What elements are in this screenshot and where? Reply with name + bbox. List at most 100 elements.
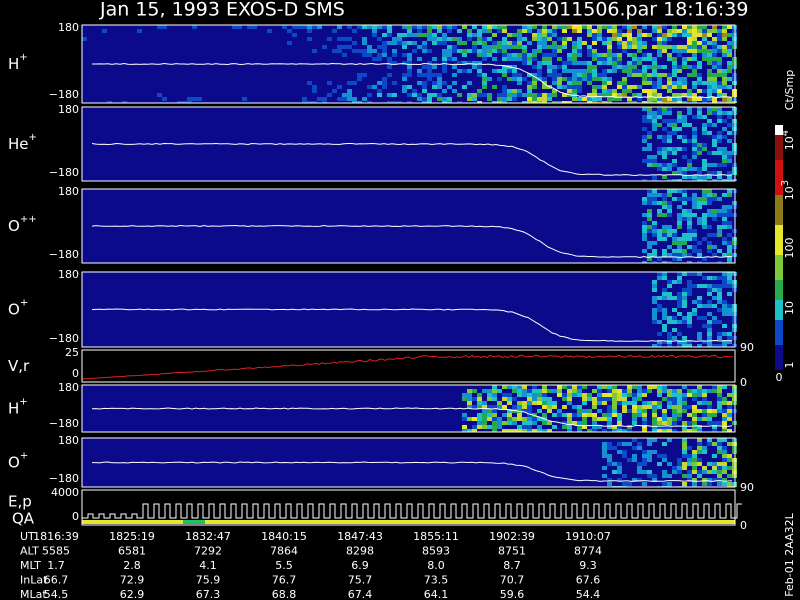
spectrogram-cell <box>657 37 662 41</box>
spectrogram-cell <box>647 93 652 97</box>
spectrogram-cell <box>612 425 617 429</box>
spectrogram-cell <box>617 41 622 45</box>
spectrogram-cell <box>477 425 482 429</box>
spectrogram-cell <box>602 450 607 454</box>
spectrogram-cell <box>717 482 722 486</box>
spectrogram-cell <box>182 101 187 103</box>
spectrogram-cell <box>667 123 672 127</box>
row-label: ALT <box>20 545 39 558</box>
spectrogram-cell <box>672 308 677 312</box>
spectrogram-cell <box>502 385 507 389</box>
spectrogram-cell <box>572 45 577 49</box>
spectrogram-cell <box>527 93 532 97</box>
spectrogram-cell <box>687 217 692 221</box>
spectrogram-cell <box>537 93 542 97</box>
spectrogram-cell <box>527 421 532 425</box>
spectrogram-cell <box>432 41 437 45</box>
spectrogram-cell <box>417 97 422 101</box>
spectrogram-cell <box>397 37 402 41</box>
spectrogram-cell <box>627 65 632 69</box>
row-value: 73.5 <box>424 574 449 587</box>
spectrogram-cell <box>567 57 572 61</box>
spectrogram-cell <box>657 163 662 167</box>
spectrogram-cell <box>437 93 442 97</box>
spectrogram-cell <box>547 61 552 65</box>
spectrogram-cell <box>677 280 682 284</box>
qa-bar <box>82 520 735 524</box>
spectrogram-cell <box>717 389 722 393</box>
spectrogram-cell <box>387 33 392 37</box>
spectrogram-cell <box>727 97 732 101</box>
spectrogram-cell <box>532 57 537 61</box>
spectrogram-cell <box>472 61 477 65</box>
spectrogram-cell <box>717 131 722 135</box>
spectrogram-cell <box>672 336 677 340</box>
spectrogram-cell <box>462 61 467 65</box>
spectrogram-cell <box>617 421 622 425</box>
spectrogram-cell <box>542 93 547 97</box>
spectrogram-cell <box>642 425 647 429</box>
spectrogram-cell <box>472 25 477 29</box>
spectrogram-cell <box>632 101 637 103</box>
spectrogram-cell <box>707 29 712 33</box>
spectrogram-cell <box>687 49 692 53</box>
spectrogram-cell <box>407 65 412 69</box>
spectrogram-cell <box>407 53 412 57</box>
spectrogram-cell <box>692 41 697 45</box>
spectrogram-cell <box>687 101 692 103</box>
panel-label: E,p <box>8 492 32 510</box>
spectrogram-cell <box>607 482 612 486</box>
spectrogram-cell <box>672 147 677 151</box>
spectrogram-cell <box>672 389 677 393</box>
spectrogram-cell <box>442 25 447 29</box>
spectrogram-cell <box>702 131 707 135</box>
spectrogram-cell <box>462 425 467 429</box>
spectrogram-cell <box>687 29 692 33</box>
spectrogram-cell <box>682 201 687 205</box>
spectrogram-cell <box>617 462 622 466</box>
spectrogram-cell <box>657 401 662 405</box>
spectrogram-cell <box>447 45 452 49</box>
spectrogram-cell <box>677 147 682 151</box>
spectrogram-cell <box>697 25 702 29</box>
spectrogram-cell <box>602 413 607 417</box>
spectrogram-cell <box>702 389 707 393</box>
spectrogram-cell <box>592 57 597 61</box>
spectrogram-cell <box>472 405 477 409</box>
spectrogram-cell <box>377 45 382 49</box>
spectrogram-cell <box>517 393 522 397</box>
spectrogram-cell <box>692 53 697 57</box>
spectrogram-cell <box>177 101 182 103</box>
spectrogram-cell <box>522 429 527 432</box>
spectrogram-cell <box>687 324 692 328</box>
spectrogram-cell <box>452 49 457 53</box>
spectrogram-cell <box>652 280 657 284</box>
spectrogram-cell <box>717 308 722 312</box>
spectrogram-cell <box>532 85 537 89</box>
spectrogram-cell <box>607 93 612 97</box>
spectrogram-cell <box>692 312 697 316</box>
y-tick-label: −180 <box>49 472 79 485</box>
spectrogram-cell <box>602 41 607 45</box>
spectrogram-cell <box>487 409 492 413</box>
spectrogram-cell <box>677 171 682 175</box>
spectrogram-cell <box>517 37 522 41</box>
spectrogram-cell <box>617 397 622 401</box>
spectrogram-cell <box>452 45 457 49</box>
spectrogram-cell <box>487 45 492 49</box>
spectrogram-cell <box>652 320 657 324</box>
spectrogram-cell <box>562 77 567 81</box>
spectrogram-cell <box>687 474 692 478</box>
spectrogram-cell <box>642 81 647 85</box>
spectrogram-cell <box>707 33 712 37</box>
spectrogram-cell <box>612 470 617 474</box>
spectrogram-cell <box>717 470 722 474</box>
spectrogram-cell <box>517 77 522 81</box>
spectrogram-cell <box>667 205 672 209</box>
spectrogram-cell <box>682 119 687 123</box>
spectrogram-cell <box>692 425 697 429</box>
spectrogram-cell <box>597 37 602 41</box>
spectrogram-cell <box>677 45 682 49</box>
spectrogram-cell <box>667 417 672 421</box>
spectrogram-cell <box>712 288 717 292</box>
